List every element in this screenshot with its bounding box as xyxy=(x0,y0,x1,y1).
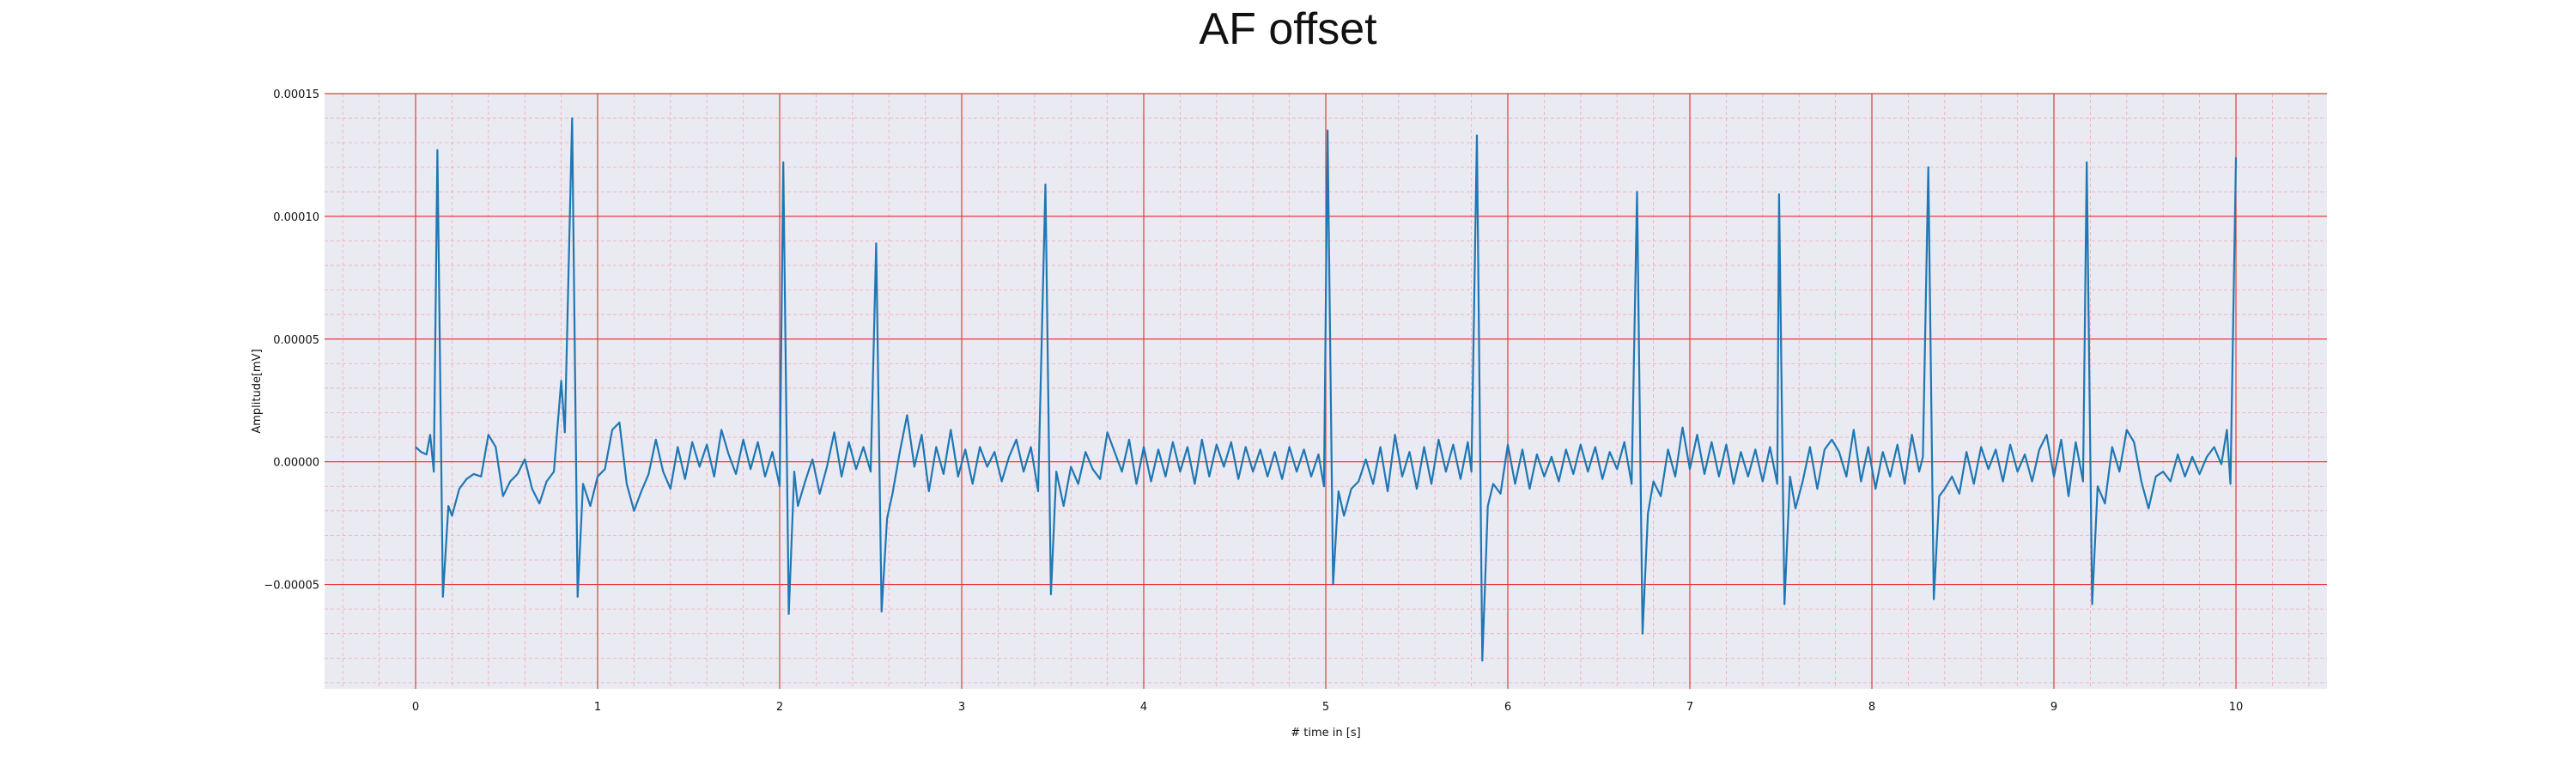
y-tick-label: −0.00005 xyxy=(264,580,319,593)
y-tick-label: 0.00000 xyxy=(273,457,319,470)
x-tick-label: 0 xyxy=(412,701,419,714)
chart-title: AF offset xyxy=(1199,4,1377,54)
x-axis-ticks: 0 1 2 3 4 5 6 7 8 9 10 xyxy=(412,701,2243,714)
x-tick-label: 6 xyxy=(1504,701,1511,714)
y-axis-ticks: −0.00005 0.00000 0.00005 0.00010 0.00015 xyxy=(264,88,319,593)
x-axis-label: # time in [s] xyxy=(1291,727,1360,740)
x-tick-label: 2 xyxy=(776,701,783,714)
y-tick-label: 0.00010 xyxy=(273,211,319,224)
x-tick-label: 5 xyxy=(1322,701,1329,714)
x-tick-label: 3 xyxy=(958,701,965,714)
series-line xyxy=(415,117,2238,662)
x-tick-label: 8 xyxy=(1868,701,1875,714)
y-axis-label: Amplitude[mV] xyxy=(251,349,264,433)
y-tick-label: 0.00005 xyxy=(273,334,319,347)
x-tick-label: 9 xyxy=(2050,701,2057,714)
y-tick-label: 0.00015 xyxy=(273,88,319,101)
x-tick-label: 10 xyxy=(2229,701,2244,714)
x-tick-label: 1 xyxy=(594,701,601,714)
x-tick-label: 4 xyxy=(1140,701,1147,714)
x-tick-label: 7 xyxy=(1686,701,1693,714)
